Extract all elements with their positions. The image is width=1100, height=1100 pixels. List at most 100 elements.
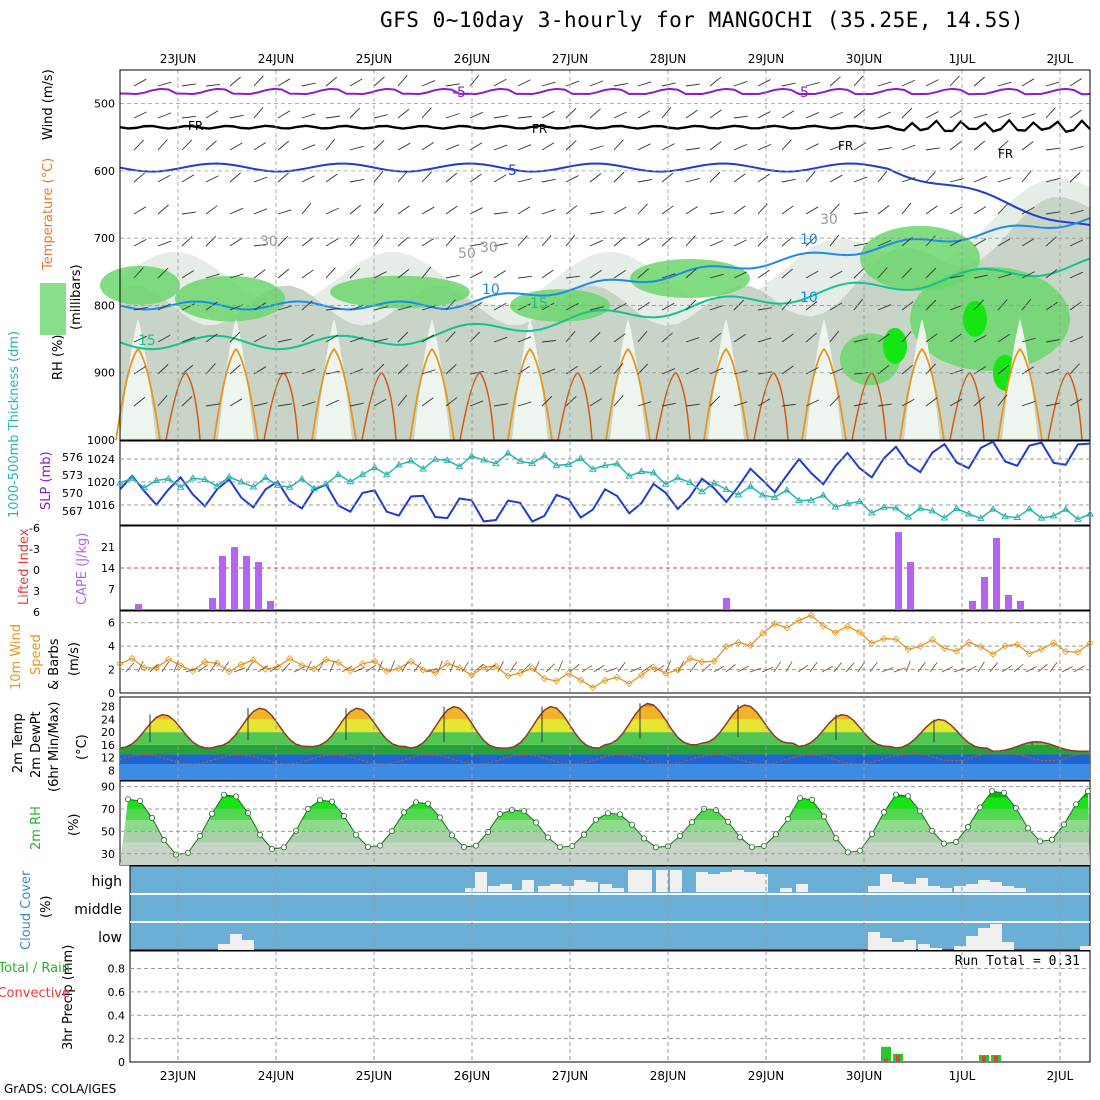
wind-barb <box>997 81 1012 87</box>
wind-barb <box>781 178 796 183</box>
wind-barb <box>281 662 291 673</box>
temp-contour-20 <box>409 347 455 441</box>
temp-contour-20 <box>605 347 651 441</box>
cloud-high-bar <box>538 886 550 892</box>
thickness-line <box>119 452 1091 521</box>
cloud-low-bar <box>880 938 892 950</box>
thickness-marker <box>588 465 597 472</box>
wind-barb <box>613 111 627 119</box>
wind-barb <box>701 663 712 673</box>
wind-barb <box>949 333 962 343</box>
contour-label: 10 <box>482 282 500 298</box>
wind-barb <box>301 82 316 87</box>
rh-marker <box>1001 789 1008 796</box>
contour-label: FR <box>532 122 547 136</box>
wind-barb <box>929 662 938 673</box>
thickness-tick-label: 576 <box>62 451 83 464</box>
wind-barb <box>661 273 676 279</box>
wind-barb <box>569 663 580 673</box>
wind-barb <box>293 666 306 673</box>
rh-shade-70 <box>630 259 750 299</box>
wind-barb <box>709 211 724 215</box>
wind-barb <box>1049 661 1058 673</box>
wind-barb <box>1021 271 1035 279</box>
cloud-low-bar <box>1002 942 1014 950</box>
wind-barb <box>1069 145 1084 151</box>
cloud-high-bar <box>732 870 744 892</box>
wind-barb <box>1021 141 1034 151</box>
wind-barb <box>829 270 843 279</box>
rh-marker <box>125 796 132 803</box>
wind-barb <box>133 139 145 151</box>
wind-barb <box>677 661 685 673</box>
wind-barb <box>373 338 388 343</box>
wind-speed-marker <box>201 658 209 666</box>
temp-contour-20 <box>311 347 357 441</box>
thickness-marker <box>491 459 500 467</box>
wind-speed-marker <box>856 628 864 636</box>
wind-barb <box>1045 368 1060 375</box>
wind-barb <box>181 211 196 215</box>
rh-marker <box>653 844 660 851</box>
wind-barb <box>781 299 792 311</box>
wind-barb <box>325 76 338 87</box>
precip-tick-label: 0.2 <box>108 1033 126 1046</box>
wind-barb <box>881 667 894 673</box>
wind-barb <box>521 663 531 673</box>
wind-barb <box>605 667 618 673</box>
thickness-marker <box>1025 504 1034 512</box>
rh-marker <box>593 816 600 823</box>
wind-barb <box>229 331 241 343</box>
wind-barb <box>445 172 458 183</box>
wind-speed-marker <box>722 642 730 651</box>
rh-band <box>120 820 1090 832</box>
wind-barb <box>829 111 843 119</box>
thickness-marker <box>964 510 973 517</box>
wind-barb <box>1021 400 1036 407</box>
wind-barb <box>517 79 531 87</box>
thickness-marker <box>649 468 658 476</box>
cloud-unit-label: (%) <box>39 896 54 919</box>
wind-barb <box>1045 107 1056 119</box>
wind-speed-marker <box>940 644 949 652</box>
contour-label: FR <box>838 139 853 153</box>
date-label-top: 24JUN <box>258 52 295 66</box>
cloud-panel-bg <box>129 865 1091 951</box>
thickness-marker <box>443 456 452 463</box>
wind-barb <box>133 206 147 215</box>
thickness-marker <box>601 461 609 468</box>
thickness-marker <box>479 456 488 463</box>
wind-speed-marker <box>953 647 961 655</box>
wind-barb <box>517 235 528 247</box>
date-label-bottom: 27JUN <box>552 1069 589 1083</box>
wind-barb <box>949 75 960 87</box>
wind-barb <box>613 269 626 279</box>
lifted-index-tick-label: 0 <box>33 564 40 577</box>
wind-barb <box>469 400 484 407</box>
wind-barb <box>733 370 748 375</box>
temp-contour-20 <box>801 347 847 441</box>
wind-barb <box>397 331 409 343</box>
rh-marker <box>989 788 996 795</box>
wind-barb <box>181 174 195 183</box>
wind-barb <box>373 203 384 215</box>
cloud-high-bar <box>720 872 732 892</box>
wind-barb <box>205 403 220 407</box>
wind-barb <box>565 303 579 311</box>
rh-marker <box>521 808 528 815</box>
thickness-marker <box>576 454 585 461</box>
rh-marker <box>292 827 299 834</box>
wind-barb <box>949 110 963 119</box>
rh-shade-70 <box>330 275 470 309</box>
wind-barb <box>893 667 906 673</box>
wind-barb <box>1045 339 1060 343</box>
wind-barb <box>233 667 246 673</box>
date-label-top: 28JUN <box>650 52 687 66</box>
wind-barb <box>593 665 605 673</box>
rh-marker <box>929 827 936 834</box>
wind-speed-marker <box>225 667 233 676</box>
wind-barb <box>541 81 556 87</box>
wind-barb <box>797 664 809 673</box>
contour-label: 30 <box>820 212 838 228</box>
wind-barb <box>709 76 722 87</box>
